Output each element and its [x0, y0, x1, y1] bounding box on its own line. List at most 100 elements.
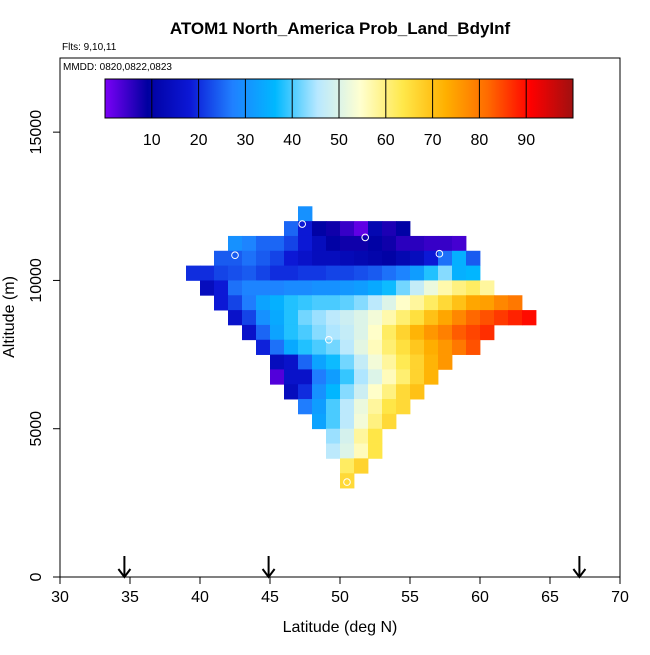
x-tick-label: 65	[541, 589, 559, 606]
heatmap-cell	[382, 221, 397, 237]
heatmap-cell	[326, 265, 341, 281]
heatmap-cell	[396, 324, 411, 341]
heatmap-cell	[522, 310, 537, 326]
heatmap-cell	[396, 295, 411, 311]
heatmap-cell	[326, 413, 341, 430]
colorbar-tick-label: 70	[424, 132, 442, 149]
heatmap-cell	[326, 354, 341, 370]
heatmap-cell	[340, 428, 355, 444]
heatmap-cell	[424, 265, 439, 281]
heatmap-cell	[368, 428, 383, 444]
heatmap-cell	[382, 369, 397, 385]
latitude-arrows	[117, 556, 587, 579]
x-tick-label: 70	[611, 589, 629, 606]
heatmap-cell	[228, 235, 243, 252]
heatmap-cell	[270, 280, 285, 296]
colorbar: 10 20 30 40 50 60 70 80 90	[104, 78, 574, 149]
sample-marker	[298, 220, 307, 228]
heatmap-cell	[466, 339, 481, 355]
heatmap-cell	[382, 339, 397, 355]
heatmap-cell	[354, 443, 369, 459]
heatmap-cell	[284, 235, 299, 252]
heatmap-cell	[228, 265, 243, 281]
heatmap-cell	[382, 354, 397, 370]
heatmap-cell	[424, 354, 439, 370]
heatmap-cell	[382, 310, 397, 326]
heatmap-cell	[410, 369, 425, 385]
heatmap-cell	[312, 354, 327, 370]
heatmap-cell	[382, 399, 397, 415]
heatmap-cell	[284, 354, 299, 370]
y-tick-label: 5000	[28, 411, 45, 447]
heatmap-cell	[452, 324, 467, 341]
heatmap-cell	[298, 295, 313, 311]
heatmap-cell	[200, 265, 215, 281]
x-axis-label: Latitude (deg N)	[283, 619, 398, 636]
x-tick-label: 50	[331, 589, 349, 606]
heatmap-cell	[340, 384, 355, 400]
heatmap-cell	[228, 295, 243, 311]
heatmap-cell	[312, 250, 327, 266]
heatmap-cell	[326, 384, 341, 400]
heatmap-cell	[326, 369, 341, 385]
colorbar-tick-label: 40	[283, 132, 301, 149]
heatmap-cell	[368, 413, 383, 430]
heatmap-cell	[312, 384, 327, 400]
sample-marker	[325, 335, 333, 344]
x-tick-label: 30	[51, 589, 69, 606]
heatmap-cell	[340, 250, 355, 266]
heatmap-cell	[382, 250, 397, 266]
heatmap-cell	[326, 280, 341, 296]
heatmap-cell	[438, 250, 453, 266]
x-tick-label: 35	[121, 589, 139, 606]
heatmap-cell	[354, 235, 369, 252]
y-tick-label: 10000	[28, 258, 45, 303]
heatmap-cell	[410, 310, 425, 326]
heatmap-cell	[480, 324, 495, 341]
sample-marker	[270, 386, 279, 394]
heatmap-cell	[298, 250, 313, 266]
heatmap-cell	[312, 265, 327, 281]
heatmap-cell	[382, 280, 397, 296]
heatmap-cell	[368, 384, 383, 400]
heatmap-cell	[452, 339, 467, 355]
heatmap-cell	[340, 354, 355, 370]
heatmap-cell	[256, 324, 271, 341]
heatmap-cell	[326, 324, 341, 341]
heatmap-cell	[438, 354, 453, 370]
heatmap-cell	[354, 428, 369, 444]
heatmap-cell	[508, 295, 523, 311]
heatmap-cell	[410, 265, 425, 281]
heatmap-cell	[186, 265, 201, 281]
x-tick-label: 40	[191, 589, 209, 606]
heatmap-cell	[326, 250, 341, 266]
heatmap-cell	[368, 324, 383, 341]
heatmap-cell	[242, 265, 257, 281]
heatmap-cell	[326, 428, 341, 444]
heatmap-cell	[242, 280, 257, 296]
heatmap-cell	[242, 310, 257, 326]
heatmap-cell	[284, 339, 299, 355]
heatmap-cell	[326, 339, 341, 355]
heatmap-cell	[256, 339, 271, 355]
x-tick-label: 55	[401, 589, 419, 606]
heatmap-cell	[382, 295, 397, 311]
heatmap-cell	[340, 458, 355, 474]
heatmap-cell	[298, 399, 313, 415]
heatmap-cell	[452, 295, 467, 311]
heatmap-cell	[298, 324, 313, 341]
heatmap-cell	[298, 206, 313, 222]
heatmap-cell	[298, 369, 313, 385]
heatmap-cell	[340, 413, 355, 430]
heatmap-cell	[368, 221, 383, 237]
heatmap-cell	[270, 354, 285, 370]
heatmap-cell	[214, 265, 229, 281]
heatmap-cell	[326, 235, 341, 252]
heatmap-cell	[242, 295, 257, 311]
y-axis: 0 5000 10000 15000	[28, 110, 60, 581]
heatmap-cell	[312, 295, 327, 311]
heatmap-cell	[410, 280, 425, 296]
heatmap-cell	[214, 295, 229, 311]
heatmap-cell	[466, 265, 481, 281]
